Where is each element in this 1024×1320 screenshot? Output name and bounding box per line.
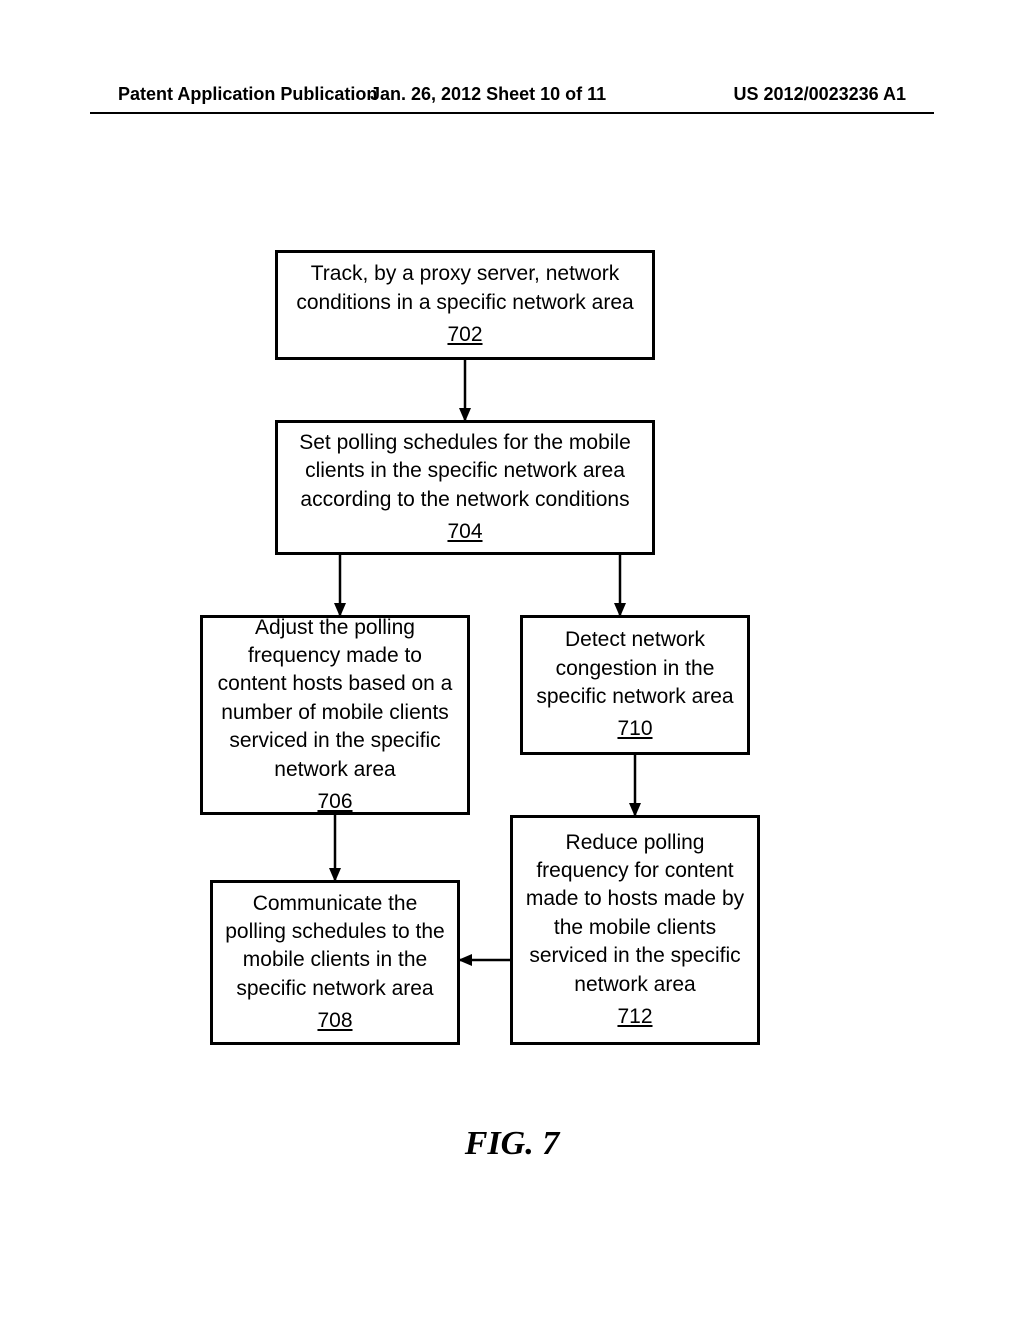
header-right: US 2012/0023236 A1	[734, 84, 906, 105]
flow-node-text: Communicate the polling schedules to the…	[223, 890, 447, 1003]
flow-node-704: Set polling schedules for the mobile cli…	[275, 420, 655, 555]
flow-node-text: Track, by a proxy server, network condit…	[288, 260, 642, 317]
header-mid: Jan. 26, 2012 Sheet 10 of 11	[370, 84, 606, 105]
flow-node-text: Reduce polling frequency for content mad…	[523, 829, 747, 999]
flow-node-ref: 702	[447, 321, 482, 349]
figure-caption: FIG. 7	[0, 1125, 1024, 1163]
flow-node-text: Adjust the polling frequency made to con…	[213, 614, 457, 784]
flow-node-text: Set polling schedules for the mobile cli…	[288, 429, 642, 514]
flow-node-ref: 706	[317, 788, 352, 816]
flow-node-710: Detect network congestion in the specifi…	[520, 615, 750, 755]
flow-node-706: Adjust the polling frequency made to con…	[200, 615, 470, 815]
page: Patent Application Publication Jan. 26, …	[0, 0, 1024, 1320]
flow-node-text: Detect network congestion in the specifi…	[533, 626, 737, 711]
flow-node-712: Reduce polling frequency for content mad…	[510, 815, 760, 1045]
flow-node-ref: 712	[617, 1003, 652, 1031]
flow-node-702: Track, by a proxy server, network condit…	[275, 250, 655, 360]
flow-node-ref: 710	[617, 715, 652, 743]
header-left: Patent Application Publication	[118, 84, 377, 105]
flow-node-ref: 704	[447, 518, 482, 546]
flow-node-708: Communicate the polling schedules to the…	[210, 880, 460, 1045]
flowchart-arrows	[0, 0, 1024, 1320]
header-rule	[90, 112, 934, 114]
flow-node-ref: 708	[317, 1007, 352, 1035]
